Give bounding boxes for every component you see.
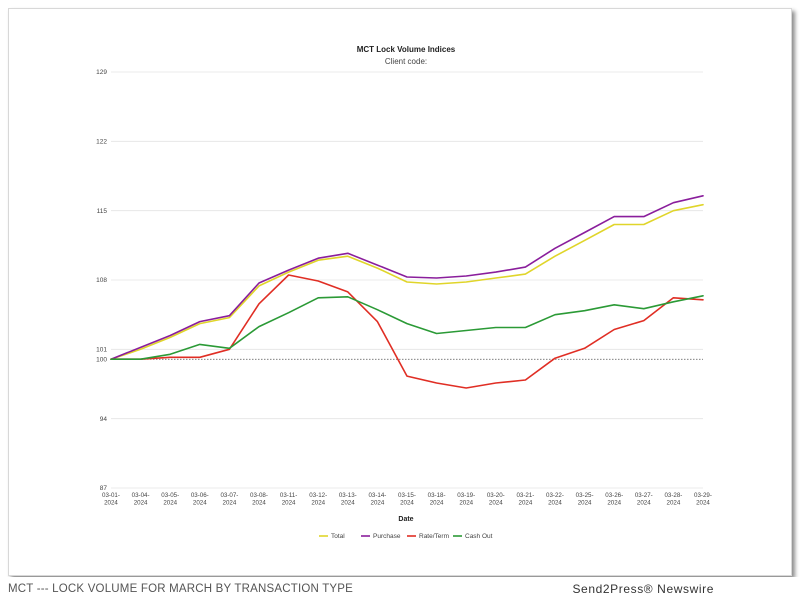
y-tick-label: 129 bbox=[96, 69, 107, 76]
x-tick-label: 03-21-2024 bbox=[516, 492, 534, 507]
legend: Total Purchase Rate/Term Cash Out bbox=[319, 533, 493, 540]
y-tick-label: 87 bbox=[100, 485, 108, 492]
series-line-purchase bbox=[110, 195, 704, 361]
series-line-total bbox=[110, 203, 704, 361]
x-tick-label: 03-08-2024 bbox=[250, 492, 268, 507]
caption-bar: MCT --- LOCK VOLUME FOR MARCH BY TRANSAC… bbox=[0, 577, 800, 600]
legend-label: Total bbox=[331, 533, 345, 540]
y-tick-label: 100 bbox=[96, 356, 107, 363]
gridlines bbox=[111, 71, 703, 489]
y-tick-label: 94 bbox=[100, 416, 108, 423]
x-tick-label: 03-06-2024 bbox=[191, 492, 209, 507]
x-tick-label: 03-18-2024 bbox=[428, 492, 446, 507]
x-tick-label: 03-01-2024 bbox=[102, 492, 120, 507]
legend-label: Purchase bbox=[373, 533, 401, 540]
x-tick-label: 03-14-2024 bbox=[368, 492, 386, 507]
x-tick-label: 03-13-2024 bbox=[339, 492, 357, 507]
line-chart: MCT Lock Volume Indices Client code: 87 9… bbox=[96, 45, 712, 540]
y-tick-label: 122 bbox=[96, 139, 107, 146]
x-tick-label: 03-11-2024 bbox=[280, 492, 297, 507]
chart-subtitle: Client code: bbox=[385, 57, 427, 66]
series-line-cash-out bbox=[110, 294, 704, 361]
x-tick-label: 03-25-2024 bbox=[576, 492, 594, 507]
series-line-rate-term bbox=[110, 274, 704, 389]
y-tick-label: 115 bbox=[97, 208, 108, 215]
x-tick-label: 03-04-2024 bbox=[132, 492, 150, 507]
newswire-credit: Send2Press® Newswire bbox=[572, 581, 714, 596]
x-tick-label: 03-15-2024 bbox=[398, 492, 416, 507]
x-tick-label: 03-12-2024 bbox=[309, 492, 327, 507]
x-tick-label: 03-05-2024 bbox=[161, 492, 179, 507]
series-lines bbox=[110, 195, 704, 389]
y-axis-ticks: 87 94 100 101 108 115 122 129 bbox=[96, 69, 107, 492]
x-tick-label: 03-28-2024 bbox=[664, 492, 682, 507]
chart-frame: MCT Lock Volume Indices Client code: 87 9… bbox=[8, 8, 792, 576]
x-tick-label: 03-29-2024 bbox=[694, 492, 712, 507]
chart-title: MCT Lock Volume Indices bbox=[357, 45, 456, 54]
x-tick-label: 03-19-2024 bbox=[457, 492, 475, 507]
x-axis-ticks: 03-01-2024 03-04-2024 03-05-2024 03-06-2024… bbox=[102, 492, 712, 507]
figure-caption: MCT --- LOCK VOLUME FOR MARCH BY TRANSAC… bbox=[8, 582, 354, 595]
x-tick-label: 03-22-2024 bbox=[546, 492, 564, 507]
y-tick-label: 108 bbox=[96, 277, 107, 284]
x-axis-label: Date bbox=[398, 516, 413, 523]
x-tick-label: 03-27-2024 bbox=[635, 492, 653, 507]
x-tick-label: 03-26-2024 bbox=[605, 492, 623, 507]
legend-label: Cash Out bbox=[465, 533, 493, 540]
legend-label: Rate/Term bbox=[419, 533, 449, 540]
x-tick-label: 03-20-2024 bbox=[487, 492, 505, 507]
x-tick-label: 03-07-2024 bbox=[220, 492, 238, 507]
y-tick-label: 101 bbox=[96, 347, 107, 354]
